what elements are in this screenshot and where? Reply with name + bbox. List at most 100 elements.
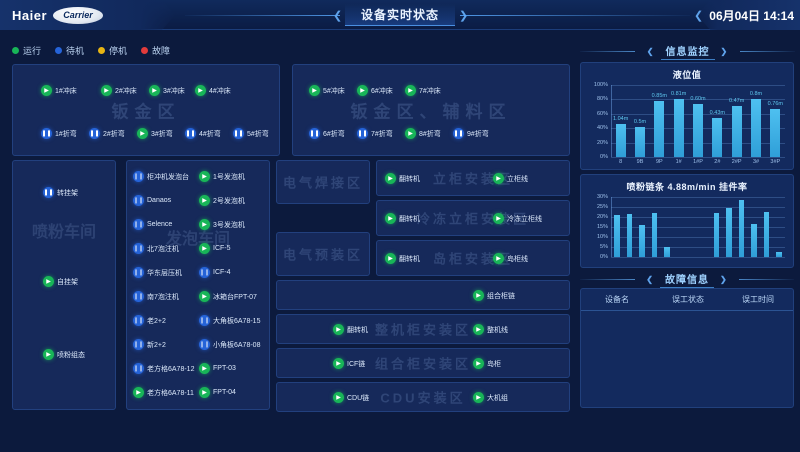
x-axis-tick: 2#P <box>731 159 742 165</box>
chart-bar <box>763 212 770 257</box>
zone-watermark-spray-text: 喷粉车间 <box>31 223 96 241</box>
device-node[interactable]: ▶ 3#折弯 <box>137 128 173 139</box>
device-node[interactable]: ❙❙ 北7泡注机 <box>133 243 179 254</box>
chevron-left-icon: ❮ <box>333 10 343 22</box>
play-icon: ▶ <box>385 253 396 264</box>
zone-cdu-assembly[interactable]: CDU安装区 ▶ CDU链 ▶ 大机组 <box>276 382 570 412</box>
device-node[interactable]: ▶ 翻转机 <box>333 324 368 335</box>
legend-dot-run <box>12 47 19 54</box>
device-node[interactable]: ❚❚ 1#折弯 <box>41 128 77 139</box>
device-node[interactable]: ▶ 3号发泡机 <box>199 219 245 230</box>
chart-bar <box>626 214 633 257</box>
device-node[interactable]: ❙❙ Danaos <box>133 195 171 206</box>
device-node[interactable]: ▶ 冰箱台FPT-07 <box>199 291 257 302</box>
zone-watermark-foam: 发泡车间 <box>127 225 269 255</box>
device-node[interactable]: ▶ 5#冲床 <box>309 85 345 96</box>
device-node[interactable]: ▶ 喷粉组态 <box>43 349 85 360</box>
grid-line <box>611 237 785 238</box>
device-node[interactable]: ▶ 立柜线 <box>493 173 528 184</box>
device-node[interactable]: ▶ 2#冲床 <box>101 85 137 96</box>
device-node[interactable]: ▶ 3#冲床 <box>149 85 185 96</box>
zone-foam-workshop[interactable]: 发泡车间 ❙❙ 柜冲机发泡台 ❙❙ Danaos ❙❙ Selence ❙❙ 北7泡注机 ❙❙ 华… <box>126 160 270 410</box>
zone-electric-pre[interactable]: 电气预装区 <box>276 232 370 276</box>
haier-logo-text: Haier <box>12 7 48 23</box>
device-node[interactable]: ▶ FPT-03 <box>199 363 236 374</box>
zone-whole-machine-assembly[interactable]: 整机柜安装区 ▶ 翻转机 ▶ 整机线 <box>276 314 570 344</box>
device-node[interactable]: ❚❚ 7#折弯 <box>357 128 393 139</box>
device-node[interactable]: ▶ 1号发泡机 <box>199 171 245 182</box>
device-node[interactable]: ❚❚ 6#折弯 <box>309 128 345 139</box>
device-node[interactable]: ❙❙ 大角板6A78-15 <box>199 315 260 326</box>
device-node[interactable]: ❚❚ 5#折弯 <box>233 128 269 139</box>
x-axis-tick: 8 <box>619 159 623 165</box>
device-node[interactable]: ▶ 组合柜链 <box>473 290 515 301</box>
zone-watermark-sheetmetal-a: 钣金区 <box>111 102 181 122</box>
device-node[interactable]: ▶ 大机组 <box>473 392 508 403</box>
device-node[interactable]: ❙❙ 小角板6A78-08 <box>199 339 260 350</box>
device-node[interactable]: ▶ ICF链 <box>333 358 365 369</box>
device-node[interactable]: ❙❙ 老方格6A78-12 <box>133 363 194 374</box>
device-node[interactable]: ❚❚ 9#折弯 <box>453 128 489 139</box>
device-node[interactable]: ❙❙ ICF-4 <box>199 267 231 278</box>
device-node[interactable]: ❙❙ 华东层压机 <box>133 267 182 278</box>
y-axis-tick: 25% <box>596 204 608 210</box>
device-label: 8#折弯 <box>419 130 441 138</box>
device-node[interactable]: ▶ 1#冲床 <box>41 85 77 96</box>
device-node[interactable]: ❙❙ 新2+2 <box>133 339 166 350</box>
chevron-left-icon-fault[interactable]: ❮ <box>646 274 654 284</box>
device-node[interactable]: ❚❚ 转挂架 <box>43 187 78 198</box>
device-node[interactable]: ▶ CDU链 <box>333 392 369 403</box>
device-node[interactable]: ❙❙ 南7泡注机 <box>133 291 179 302</box>
device-node[interactable]: ❙❙ Selence <box>133 219 172 230</box>
zone-vertical-cabinet-assembly[interactable]: 立柜安装区 ▶ 翻转机 ▶ 立柜线 <box>376 160 570 196</box>
chevron-right-icon-fault[interactable]: ❯ <box>720 274 728 284</box>
device-label: FPT-03 <box>213 365 236 372</box>
device-node[interactable]: ▶ 翻转机 <box>385 173 420 184</box>
device-label: 4#冲床 <box>209 87 231 95</box>
play-icon: ▶ <box>385 173 396 184</box>
device-node[interactable]: ▶ 7#冲床 <box>405 85 441 96</box>
device-node[interactable]: ▶ FPT-04 <box>199 387 236 398</box>
device-node[interactable]: ▶ 冷冻立柜线 <box>493 213 542 224</box>
device-node[interactable]: ▶ 6#冲床 <box>357 85 393 96</box>
device-node[interactable]: ▶ ICF-5 <box>199 243 231 254</box>
play-icon: ▶ <box>357 85 368 96</box>
device-node[interactable]: ▶ 8#折弯 <box>405 128 441 139</box>
chart-bar <box>775 252 782 257</box>
play-icon: ▶ <box>309 85 320 96</box>
pause-icon: ❚❚ <box>43 187 54 198</box>
device-node[interactable]: ▶ 翻转机 <box>385 253 420 264</box>
zone-combo-cabinet-assembly[interactable]: 组合柜安装区 ▶ ICF链 ▶ 岛柜 <box>276 348 570 378</box>
chevron-left-icon-info[interactable]: ❮ <box>646 46 655 56</box>
zone-sheetmetal-a[interactable]: 钣金区 ▶ 1#冲床 ▶ 2#冲床 ▶ 3#冲床 ▶ 4#冲床 ❚❚ 1#折弯 … <box>12 64 280 156</box>
device-label: ICF-5 <box>213 245 231 252</box>
device-node[interactable]: ❙❙ 柜冲机发泡台 <box>133 171 189 182</box>
device-node[interactable]: ▶ 整机线 <box>473 324 508 335</box>
chevron-right-icon-info[interactable]: ❯ <box>720 46 729 56</box>
device-node[interactable]: ▶ 自挂架 <box>43 276 78 287</box>
legend-item-error: 故障 <box>141 44 170 57</box>
play-icon: ▶ <box>333 324 344 335</box>
device-node[interactable]: ▶ 翻转机 <box>385 213 420 224</box>
play-icon: ▶ <box>333 392 344 403</box>
zone-spray-workshop[interactable]: 喷粉车间 ❚❚ 转挂架 ▶ 自挂架 ▶ 喷粉组态 <box>12 160 116 410</box>
zone-freezer-cabinet-assembly[interactable]: 冷冻立柜安装区 ▶ 翻转机 ▶ 冷冻立柜线 <box>376 200 570 236</box>
device-node[interactable]: ▶ 老方格6A78-11 <box>133 387 194 398</box>
x-axis-tick: 1# <box>675 159 682 165</box>
device-node[interactable]: ❚❚ 4#折弯 <box>185 128 221 139</box>
device-node[interactable]: ▶ 岛柜线 <box>493 253 528 264</box>
chart-bar <box>738 200 745 257</box>
device-node[interactable]: ▶ 岛柜 <box>473 358 501 369</box>
device-node[interactable]: ❚❚ 2#折弯 <box>89 128 125 139</box>
device-node[interactable]: ▶ 2号发泡机 <box>199 195 245 206</box>
device-node[interactable]: ▶ 4#冲床 <box>195 85 231 96</box>
zone-combo-cabinet-chain[interactable]: ▶ 组合柜链 <box>276 280 570 310</box>
pause-icon: ❙❙ <box>133 339 144 350</box>
device-node[interactable]: ❙❙ 老2+2 <box>133 315 166 326</box>
zone-electric-weld[interactable]: 电气焊接区 <box>276 160 370 204</box>
legend-label-run: 运行 <box>23 46 42 56</box>
zone-island-cabinet-assembly[interactable]: 岛柜安装区 ▶ 翻转机 ▶ 岛柜线 <box>376 240 570 276</box>
bar-value-label: 0.43m <box>709 110 725 117</box>
datetime-display: 06月04日 14:14 <box>697 0 800 30</box>
zone-sheetmetal-b[interactable]: 钣金区、辅料区 ▶ 5#冲床 ▶ 6#冲床 ▶ 7#冲床 ❚❚ 6#折弯 ❚❚ … <box>292 64 570 156</box>
